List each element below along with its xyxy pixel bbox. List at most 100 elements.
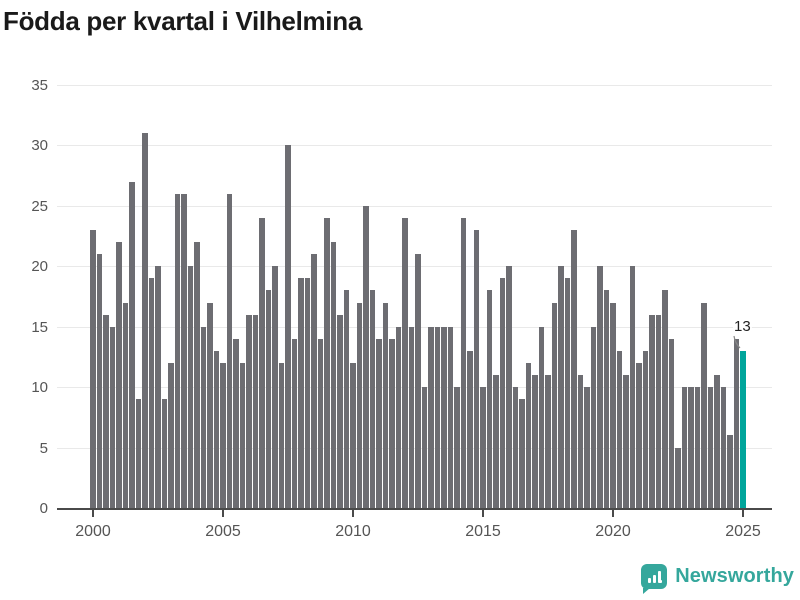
x-axis-tick bbox=[482, 510, 484, 517]
bar bbox=[597, 266, 603, 508]
bar bbox=[603, 290, 610, 508]
bar bbox=[213, 350, 220, 508]
bar bbox=[675, 447, 681, 508]
bar bbox=[187, 266, 194, 508]
newsworthy-logo: Newsworthy bbox=[641, 562, 794, 594]
x-axis-tick-label: 2020 bbox=[595, 523, 631, 540]
bar bbox=[395, 326, 402, 508]
bar bbox=[122, 302, 129, 508]
y-axis-tick-label: 25 bbox=[31, 198, 48, 215]
bar bbox=[402, 217, 408, 508]
bar bbox=[480, 387, 486, 508]
last-value-annotation: 13 bbox=[733, 318, 752, 335]
gridline-y25 bbox=[57, 206, 772, 207]
x-axis-tick bbox=[92, 510, 94, 517]
y-axis-tick-label: 5 bbox=[39, 440, 48, 457]
bar bbox=[226, 193, 233, 508]
y-axis-tick-label: 0 bbox=[39, 500, 48, 517]
icon-bar-small bbox=[647, 577, 651, 583]
bar bbox=[519, 399, 525, 508]
bar bbox=[584, 387, 590, 508]
gridline-y15 bbox=[57, 327, 772, 328]
x-axis-tick-label: 2005 bbox=[205, 523, 241, 540]
bar bbox=[538, 326, 545, 508]
bar bbox=[194, 242, 200, 508]
bar bbox=[311, 254, 317, 508]
bar bbox=[285, 145, 291, 508]
bar bbox=[317, 338, 324, 508]
bar bbox=[610, 302, 616, 508]
x-axis-tick-label: 2000 bbox=[75, 523, 111, 540]
bar bbox=[714, 375, 720, 508]
x-axis-tick-label: 2025 bbox=[725, 523, 761, 540]
x-axis-tick bbox=[222, 510, 224, 517]
bar bbox=[707, 387, 714, 508]
bar bbox=[447, 326, 454, 508]
bar bbox=[532, 375, 538, 508]
bar bbox=[272, 266, 278, 508]
bar bbox=[168, 362, 174, 508]
bar bbox=[207, 302, 213, 508]
bar bbox=[96, 254, 103, 508]
bar bbox=[233, 338, 239, 508]
bar bbox=[571, 230, 577, 508]
bar bbox=[350, 362, 356, 508]
x-axis-tick-label: 2015 bbox=[465, 523, 501, 540]
gridline-y5 bbox=[57, 448, 772, 449]
bar bbox=[220, 362, 226, 508]
bar bbox=[681, 387, 688, 508]
bar bbox=[564, 278, 571, 508]
bar bbox=[688, 387, 694, 508]
bar bbox=[103, 314, 109, 508]
bar bbox=[467, 350, 473, 508]
bar bbox=[694, 387, 701, 508]
bar-chart-icon bbox=[641, 563, 668, 594]
icon-dot bbox=[659, 579, 663, 583]
bar bbox=[441, 326, 447, 508]
bar bbox=[649, 314, 655, 508]
bar bbox=[298, 278, 304, 508]
bar bbox=[460, 217, 467, 508]
bar bbox=[577, 375, 584, 508]
bar bbox=[116, 242, 122, 508]
bar bbox=[499, 278, 506, 508]
x-axis-tick bbox=[352, 510, 354, 517]
bar bbox=[551, 302, 558, 508]
y-axis-tick-label: 15 bbox=[31, 319, 48, 336]
bar bbox=[642, 350, 649, 508]
y-axis-tick-label: 35 bbox=[31, 77, 48, 94]
bar bbox=[636, 362, 642, 508]
bar bbox=[135, 399, 142, 508]
gridline-y20 bbox=[57, 266, 772, 267]
bar bbox=[493, 375, 499, 508]
icon-bar-medium bbox=[652, 574, 656, 583]
bar bbox=[109, 326, 116, 508]
bar bbox=[558, 266, 564, 508]
bar bbox=[389, 338, 395, 508]
x-axis-line bbox=[57, 508, 772, 510]
bar bbox=[428, 326, 434, 508]
bar bbox=[259, 217, 265, 508]
bar bbox=[304, 278, 311, 508]
x-axis-tick bbox=[742, 510, 744, 517]
bar bbox=[363, 205, 369, 508]
bar bbox=[278, 362, 285, 508]
bar bbox=[376, 338, 382, 508]
bar bbox=[454, 387, 460, 508]
bar bbox=[382, 302, 389, 508]
bar bbox=[662, 290, 668, 508]
y-axis-tick-label: 20 bbox=[31, 258, 48, 275]
bar bbox=[616, 350, 623, 508]
bar bbox=[415, 254, 421, 508]
bar bbox=[343, 290, 350, 508]
bar bbox=[701, 302, 707, 508]
bar bbox=[655, 314, 662, 508]
bar bbox=[181, 193, 187, 508]
bar bbox=[330, 242, 337, 508]
bar bbox=[155, 266, 161, 508]
bar bbox=[129, 181, 135, 508]
annotation-leader-line bbox=[733, 335, 741, 349]
bar bbox=[506, 266, 512, 508]
